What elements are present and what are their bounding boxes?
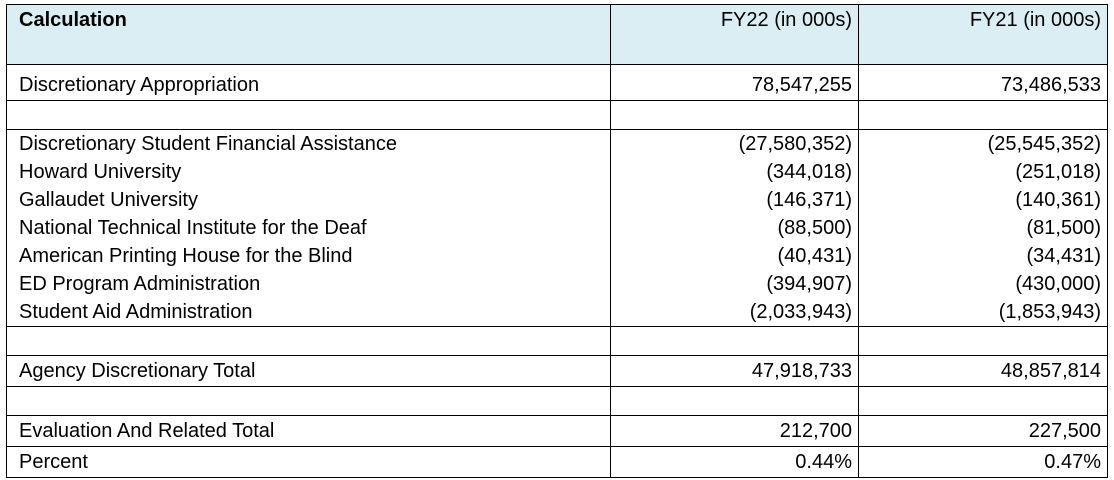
fy22-value: 78,547,255	[610, 64, 859, 101]
table-row: Discretionary Appropriation 78,547,255 7…	[6, 64, 1108, 101]
table-row: Howard University (344,018) (251,018)	[6, 158, 1108, 186]
table-row: American Printing House for the Blind (4…	[6, 242, 1108, 270]
agency-total-label: Agency Discretionary Total	[6, 355, 611, 387]
header-fy21: FY21 (in 000s)	[858, 4, 1108, 65]
empty-cell	[858, 326, 1108, 356]
row-label: Student Aid Administration	[6, 298, 611, 327]
header-row: Calculation FY22 (in 000s) FY21 (in 000s…	[6, 4, 1108, 65]
fy21-value: (81,500)	[858, 214, 1108, 242]
spacer-row	[6, 326, 1108, 356]
empty-cell	[858, 100, 1108, 130]
row-label: Howard University	[6, 158, 611, 186]
table-row: Gallaudet University (146,371) (140,361)	[6, 186, 1108, 214]
table-row: ED Program Administration (394,907) (430…	[6, 270, 1108, 298]
empty-cell	[6, 326, 611, 356]
fy21-value: (430,000)	[858, 270, 1108, 298]
fy21-percent: 0.47%	[858, 446, 1108, 478]
fy22-value: (394,907)	[610, 270, 859, 298]
header-calculation: Calculation	[6, 4, 611, 65]
empty-cell	[610, 100, 859, 130]
fy21-value: 227,500	[858, 415, 1108, 447]
fy21-value: (251,018)	[858, 158, 1108, 186]
spacer-row	[6, 386, 1108, 416]
empty-cell	[6, 386, 611, 416]
table-row: Discretionary Student Financial Assistan…	[6, 129, 1108, 158]
calculation-table: Calculation FY22 (in 000s) FY21 (in 000s…	[6, 4, 1108, 478]
empty-cell	[858, 386, 1108, 416]
fy21-value: (1,853,943)	[858, 298, 1108, 327]
fy21-value: 73,486,533	[858, 64, 1108, 101]
table-row: Agency Discretionary Total 47,918,733 48…	[6, 355, 1108, 387]
row-label: Discretionary Appropriation	[6, 64, 611, 101]
fy22-value: 47,918,733	[610, 355, 859, 387]
row-label: Evaluation And Related Total	[6, 415, 611, 447]
fy22-percent: 0.44%	[610, 446, 859, 478]
fy21-value: (140,361)	[858, 186, 1108, 214]
fy22-value: (344,018)	[610, 158, 859, 186]
fy22-value: (2,033,943)	[610, 298, 859, 327]
table-row: National Technical Institute for the Dea…	[6, 214, 1108, 242]
row-label: ED Program Administration	[6, 270, 611, 298]
fy22-value: (88,500)	[610, 214, 859, 242]
fy21-value: (25,545,352)	[858, 129, 1108, 158]
row-label: Discretionary Student Financial Assistan…	[6, 129, 611, 158]
empty-cell	[610, 326, 859, 356]
table-row: Evaluation And Related Total 212,700 227…	[6, 415, 1108, 447]
percent-label: Percent	[6, 446, 611, 478]
row-label: National Technical Institute for the Dea…	[6, 214, 611, 242]
table-row: Percent 0.44% 0.47%	[6, 446, 1108, 478]
fy22-value: (146,371)	[610, 186, 859, 214]
spacer-row	[6, 100, 1108, 130]
row-label: Gallaudet University	[6, 186, 611, 214]
header-fy22: FY22 (in 000s)	[610, 4, 859, 65]
empty-cell	[610, 386, 859, 416]
fy21-value: 48,857,814	[858, 355, 1108, 387]
table-row: Student Aid Administration (2,033,943) (…	[6, 298, 1108, 327]
empty-cell	[6, 100, 611, 130]
fy22-value: (27,580,352)	[610, 129, 859, 158]
fy21-value: (34,431)	[858, 242, 1108, 270]
row-label: American Printing House for the Blind	[6, 242, 611, 270]
fy22-value: 212,700	[610, 415, 859, 447]
fy22-value: (40,431)	[610, 242, 859, 270]
